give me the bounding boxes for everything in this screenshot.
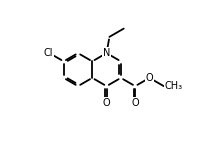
Text: O: O: [131, 98, 139, 108]
Text: N: N: [103, 48, 110, 58]
Text: O: O: [103, 98, 110, 108]
Text: Cl: Cl: [44, 48, 53, 58]
Text: CH₃: CH₃: [164, 81, 183, 91]
Text: O: O: [146, 73, 153, 83]
